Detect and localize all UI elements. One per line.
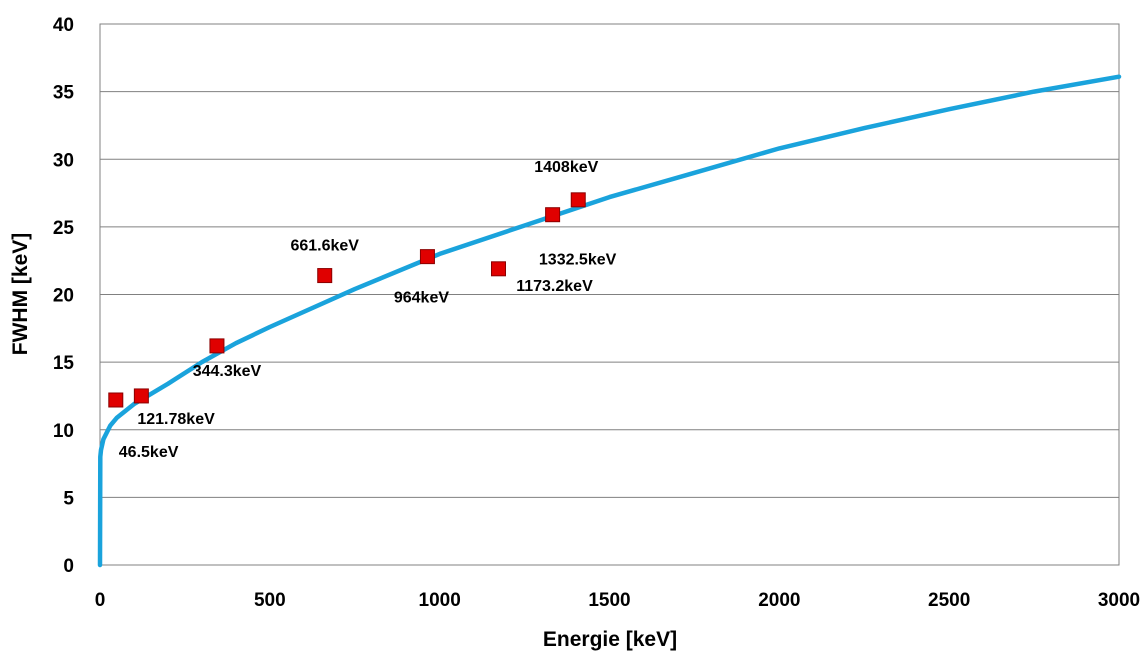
data-label: 661.6keV bbox=[290, 238, 359, 255]
y-tick-label: 20 bbox=[53, 286, 74, 307]
data-point bbox=[490, 261, 506, 277]
y-tick-label: 5 bbox=[63, 488, 74, 509]
x-tick-label: 2500 bbox=[928, 590, 970, 611]
data-point bbox=[545, 207, 561, 223]
fit-curve-layer bbox=[97, 74, 1122, 568]
x-tick-label: 3000 bbox=[1098, 590, 1140, 611]
y-tick-label: 15 bbox=[53, 353, 75, 374]
data-label: 1173.2keV bbox=[516, 278, 593, 295]
data-label: 964keV bbox=[394, 290, 449, 307]
y-tick-label: 25 bbox=[53, 218, 75, 239]
data-label: 344.3keV bbox=[193, 363, 262, 380]
data-label: 1408keV bbox=[534, 159, 598, 176]
data-label: 46.5keV bbox=[119, 444, 179, 461]
grid bbox=[100, 91, 1119, 498]
data-label: 121.78keV bbox=[137, 411, 215, 428]
data-label: 1332.5keV bbox=[539, 252, 617, 269]
x-tick-label: 2000 bbox=[758, 590, 800, 611]
data-point bbox=[317, 268, 333, 284]
x-axis-ticks: 0 500 1000 1500 2000 2500 3000 bbox=[95, 590, 1140, 611]
data-point bbox=[419, 249, 435, 265]
y-tick-label: 30 bbox=[53, 150, 74, 171]
x-tick-label: 1000 bbox=[419, 590, 461, 611]
data-labels-layer: 46.5keV 121.78keV 344.3keV 661.6keV 964keV 11… bbox=[119, 159, 617, 461]
data-points-layer bbox=[108, 192, 586, 408]
data-point bbox=[570, 192, 586, 208]
data-point bbox=[209, 338, 225, 354]
y-tick-label: 35 bbox=[53, 83, 75, 104]
x-tick-label: 0 bbox=[95, 590, 106, 611]
y-tick-label: 0 bbox=[63, 556, 74, 577]
y-tick-label: 10 bbox=[53, 421, 74, 442]
y-tick-label: 40 bbox=[53, 15, 74, 36]
x-axis-title: Energie [keV] bbox=[543, 628, 677, 651]
x-tick-label: 1500 bbox=[588, 590, 630, 611]
data-point bbox=[133, 388, 149, 404]
y-axis-title: FWHM [keV] bbox=[9, 233, 32, 356]
x-tick-label: 500 bbox=[254, 590, 286, 611]
y-axis-ticks: 0 5 10 15 20 25 30 35 40 bbox=[53, 15, 75, 577]
fit-curve-line bbox=[97, 74, 1122, 568]
data-point bbox=[108, 392, 124, 408]
